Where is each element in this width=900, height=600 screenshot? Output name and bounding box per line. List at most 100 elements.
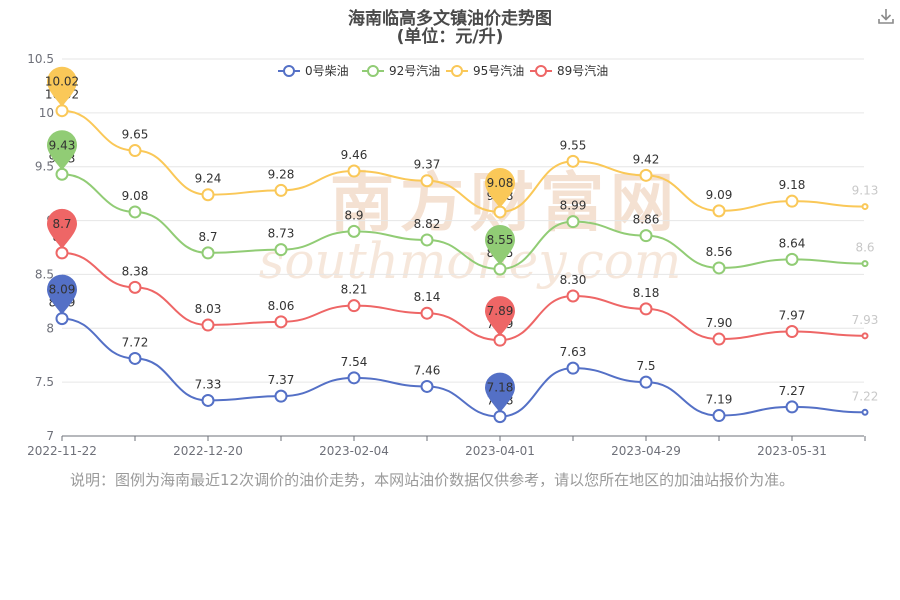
data-point[interactable]: [566, 215, 580, 229]
data-point[interactable]: [712, 204, 726, 218]
data-point[interactable]: [639, 302, 653, 316]
data-point[interactable]: [493, 205, 507, 219]
data-point[interactable]: [55, 104, 69, 118]
data-point[interactable]: [201, 393, 215, 407]
x-tick-label: 2023-05-31: [757, 444, 827, 458]
pin-marker: [485, 225, 515, 266]
data-point[interactable]: [861, 332, 869, 340]
data-point[interactable]: [420, 233, 434, 247]
data-point[interactable]: [201, 246, 215, 260]
data-point[interactable]: [347, 164, 361, 178]
data-label: 8.86: [633, 213, 660, 227]
y-tick-label: 10: [39, 106, 54, 120]
legend-label: 89号汽油: [557, 63, 608, 78]
pin-label: 7.89: [487, 304, 514, 318]
data-label: 8.64: [779, 236, 806, 250]
legend-item[interactable]: 95号汽油: [446, 63, 524, 78]
legend-item[interactable]: 92号汽油: [362, 63, 440, 78]
series-group: 8.09 7.72 7.33 7.37 7.54 7.46 7.18 7.63 7.5 7.19 7…: [45, 66, 879, 424]
data-point[interactable]: [712, 261, 726, 275]
data-point[interactable]: [493, 410, 507, 424]
download-icon[interactable]: [876, 6, 896, 26]
data-label: 7.33: [195, 377, 222, 391]
data-point[interactable]: [128, 280, 142, 294]
legend-marker-icon: [367, 65, 379, 77]
pin-label: 9.43: [49, 138, 76, 152]
data-point[interactable]: [420, 379, 434, 393]
data-point[interactable]: [566, 154, 580, 168]
data-point[interactable]: [493, 333, 507, 347]
data-point[interactable]: [274, 183, 288, 197]
data-point[interactable]: [861, 203, 869, 211]
data-point[interactable]: [785, 252, 799, 266]
data-point[interactable]: [55, 312, 69, 326]
data-point[interactable]: [128, 351, 142, 365]
y-tick-label: 7: [46, 429, 54, 443]
legend-item[interactable]: 89号汽油: [530, 63, 608, 78]
data-label: 7.37: [268, 373, 295, 387]
data-label: 9.18: [779, 178, 806, 192]
data-label: 8.99: [560, 199, 587, 213]
data-point[interactable]: [55, 167, 69, 181]
data-point[interactable]: [420, 306, 434, 320]
pin-label: 9.08: [487, 176, 514, 190]
data-label: 7.5: [636, 359, 655, 373]
data-point[interactable]: [274, 243, 288, 257]
data-label: 8.14: [414, 290, 441, 304]
data-point[interactable]: [128, 205, 142, 219]
data-label: 8.38: [122, 264, 149, 278]
data-point[interactable]: [201, 188, 215, 202]
data-point[interactable]: [347, 371, 361, 385]
data-label: 8.06: [268, 299, 295, 313]
y-tick-label: 8.5: [35, 267, 54, 281]
x-tick-label: 2023-02-04: [319, 444, 389, 458]
data-label: 7.22: [852, 389, 879, 403]
legend-item[interactable]: 0号柴油: [278, 64, 349, 78]
data-point[interactable]: [55, 246, 69, 260]
data-point[interactable]: [712, 332, 726, 346]
series-line: [61, 109, 866, 213]
y-tick-label: 8: [46, 321, 54, 335]
data-label: 8.73: [268, 227, 295, 241]
data-label: 8.6: [855, 241, 874, 255]
watermark: 南方财富网 southmoney.com: [259, 166, 682, 290]
y-tick-label: 9.5: [35, 160, 54, 174]
data-point[interactable]: [785, 325, 799, 339]
data-point[interactable]: [420, 174, 434, 188]
data-point[interactable]: [128, 144, 142, 158]
pin-marker: [47, 66, 77, 107]
pin-label: 8.09: [49, 283, 76, 297]
data-point[interactable]: [493, 262, 507, 276]
data-point[interactable]: [861, 408, 869, 416]
data-point[interactable]: [274, 315, 288, 329]
data-label: 8.21: [341, 283, 368, 297]
data-point[interactable]: [785, 400, 799, 414]
data-point[interactable]: [201, 318, 215, 332]
data-label: 9.09: [706, 188, 733, 202]
data-label: 9.13: [852, 184, 879, 198]
data-point[interactable]: [347, 299, 361, 313]
pin-marker: [485, 167, 515, 208]
legend-label: 92号汽油: [389, 63, 440, 78]
y-tick-label: 10.5: [27, 52, 54, 66]
legend-label: 95号汽油: [473, 63, 524, 78]
x-tick-label: 2023-04-29: [611, 444, 681, 458]
pin-marker: [47, 208, 77, 249]
data-point[interactable]: [566, 289, 580, 303]
data-point[interactable]: [566, 361, 580, 375]
pin-marker: [47, 130, 77, 171]
data-point[interactable]: [347, 224, 361, 238]
data-point[interactable]: [861, 260, 869, 268]
data-point[interactable]: [712, 409, 726, 423]
data-label: 7.72: [122, 335, 149, 349]
data-point[interactable]: [639, 168, 653, 182]
data-label: 7.27: [779, 384, 806, 398]
pin-marker: [485, 296, 515, 337]
data-label: 8.9: [344, 208, 363, 222]
data-point[interactable]: [274, 389, 288, 403]
data-point[interactable]: [639, 229, 653, 243]
pin-label: 8.55: [487, 233, 514, 247]
data-point[interactable]: [639, 375, 653, 389]
legend-marker-icon: [283, 65, 295, 77]
data-point[interactable]: [785, 194, 799, 208]
